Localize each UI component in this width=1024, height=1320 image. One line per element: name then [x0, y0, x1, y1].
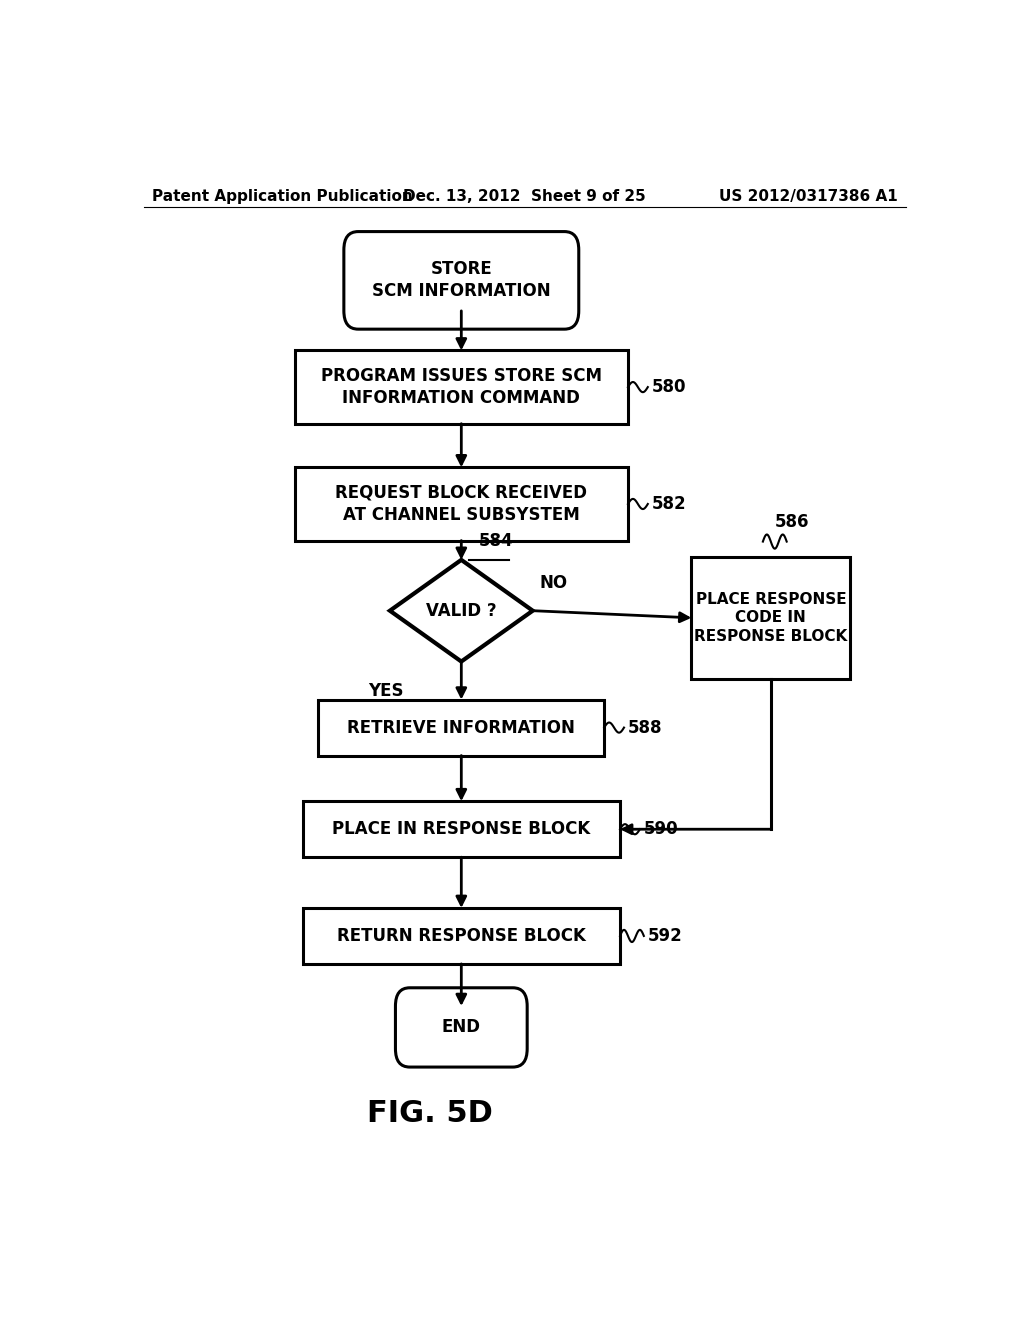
Polygon shape [390, 560, 532, 661]
Text: RETRIEVE INFORMATION: RETRIEVE INFORMATION [347, 718, 575, 737]
Text: FIG. 5D: FIG. 5D [367, 1100, 493, 1129]
Text: 582: 582 [652, 495, 686, 513]
Text: VALID ?: VALID ? [426, 602, 497, 619]
Text: END: END [441, 1019, 481, 1036]
Text: Dec. 13, 2012  Sheet 9 of 25: Dec. 13, 2012 Sheet 9 of 25 [403, 189, 646, 203]
Text: PROGRAM ISSUES STORE SCM
INFORMATION COMMAND: PROGRAM ISSUES STORE SCM INFORMATION COM… [321, 367, 602, 407]
Text: RETURN RESPONSE BLOCK: RETURN RESPONSE BLOCK [337, 927, 586, 945]
Bar [303, 908, 621, 964]
Bar [295, 351, 628, 424]
Text: 584: 584 [479, 532, 513, 549]
Text: 586: 586 [775, 513, 809, 532]
Text: Patent Application Publication: Patent Application Publication [152, 189, 413, 203]
Text: YES: YES [369, 682, 403, 700]
Text: 590: 590 [644, 820, 679, 838]
FancyBboxPatch shape [395, 987, 527, 1067]
Text: NO: NO [539, 574, 567, 593]
Bar [318, 700, 604, 755]
Text: PLACE IN RESPONSE BLOCK: PLACE IN RESPONSE BLOCK [332, 820, 591, 838]
Text: 592: 592 [648, 927, 683, 945]
Bar [295, 467, 628, 541]
Bar [303, 801, 621, 857]
Text: 588: 588 [628, 718, 663, 737]
Text: PLACE RESPONSE
CODE IN
RESPONSE BLOCK: PLACE RESPONSE CODE IN RESPONSE BLOCK [694, 591, 848, 644]
Text: REQUEST BLOCK RECEIVED
AT CHANNEL SUBSYSTEM: REQUEST BLOCK RECEIVED AT CHANNEL SUBSYS… [335, 484, 588, 524]
FancyBboxPatch shape [344, 231, 579, 329]
Text: STORE
SCM INFORMATION: STORE SCM INFORMATION [372, 260, 551, 301]
Bar [691, 557, 850, 678]
Text: 580: 580 [652, 378, 686, 396]
Text: US 2012/0317386 A1: US 2012/0317386 A1 [719, 189, 898, 203]
